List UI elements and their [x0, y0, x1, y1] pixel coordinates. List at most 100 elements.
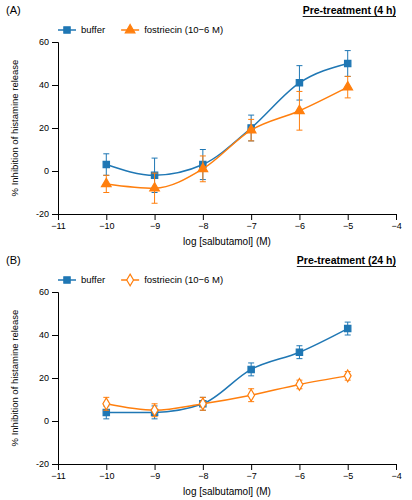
- legend-symbol: [64, 27, 70, 33]
- x-tick-mark: [203, 464, 204, 470]
- data-point: [296, 379, 303, 391]
- error-bar: [248, 363, 254, 376]
- y-tick-label: 40: [39, 80, 49, 90]
- x-tick-mark: [155, 464, 156, 470]
- error-bar: [296, 346, 302, 359]
- title: Pre-treatment (4 h): [303, 4, 396, 16]
- data-point: [150, 183, 160, 191]
- data-point: [295, 105, 305, 113]
- y-tick-mark: [52, 292, 58, 293]
- legend-label: fostriecin (10−6 M): [144, 274, 223, 285]
- data-point: [151, 404, 158, 416]
- y-tick-mark: [52, 42, 58, 43]
- y-tick-label: 20: [39, 123, 49, 133]
- data-point: [344, 370, 351, 382]
- x-tick-mark: [203, 214, 204, 220]
- x-tick-mark: [396, 464, 397, 470]
- y-tick: 60: [39, 37, 58, 47]
- y-tick: 20: [39, 123, 58, 133]
- x-tick-label: −11: [51, 471, 66, 481]
- x-tick: −7: [247, 464, 257, 481]
- x-tick: −6: [295, 214, 305, 231]
- title-underline: [297, 266, 396, 267]
- y-tick: 20: [39, 373, 58, 383]
- x-tick: −11: [51, 214, 66, 231]
- x-tick-mark: [348, 464, 349, 470]
- x-tick-label: −9: [150, 471, 160, 481]
- y-tick-label: 0: [44, 416, 49, 426]
- data-point: [103, 398, 110, 410]
- panel-label: (B): [6, 254, 21, 266]
- x-tick-label: −4: [391, 221, 401, 231]
- legend: buffer fostriecin (10−6 M): [58, 24, 223, 35]
- x-tick-mark: [106, 214, 107, 220]
- data-point: [296, 349, 302, 355]
- x-tick-label: −5: [343, 221, 353, 231]
- y-tick-label: 20: [39, 373, 49, 383]
- error-bar: [103, 154, 109, 176]
- y-axis-title: % Inhibition of histamine release: [9, 60, 20, 197]
- data-point: [343, 82, 353, 90]
- data-point: [198, 163, 208, 171]
- legend-label: buffer: [81, 274, 105, 285]
- x-tick: −8: [198, 464, 208, 481]
- series: [101, 76, 352, 203]
- error-bar: [345, 51, 351, 77]
- data-point: [248, 389, 255, 401]
- series-line: [106, 376, 347, 410]
- x-tick-label: −6: [295, 221, 305, 231]
- y-tick-label: -20: [36, 459, 49, 469]
- legend-symbol: [127, 274, 134, 286]
- y-tick-mark: [52, 378, 58, 379]
- plot-area: [103, 322, 351, 419]
- y-tick: 40: [39, 330, 58, 340]
- legend-item: buffer: [58, 274, 105, 285]
- y-tick-label: -20: [36, 209, 49, 219]
- series-line: [106, 64, 347, 176]
- legend-item: fostriecin (10−6 M): [121, 24, 223, 35]
- y-tick: 40: [39, 80, 58, 90]
- data-point: [345, 325, 351, 331]
- data-point: [246, 125, 256, 133]
- title: Pre-treatment (24 h): [297, 254, 396, 266]
- x-tick-mark: [299, 464, 300, 470]
- legend-label: buffer: [81, 24, 105, 35]
- data-point: [345, 60, 351, 66]
- x-axis: −11−10−9−8−7−6−5−4: [51, 214, 401, 231]
- error-bar: [200, 397, 206, 410]
- x-tick-mark: [106, 464, 107, 470]
- series: [103, 322, 351, 419]
- x-tick-label: −7: [247, 471, 257, 481]
- x-tick-label: −4: [391, 471, 401, 481]
- y-axis: -20 0 20 40 60: [36, 37, 59, 219]
- x-tick: −10: [99, 214, 114, 231]
- error-bar: [200, 397, 206, 410]
- y-tick-mark: [52, 85, 58, 86]
- panel: −11−10−9−8−7−6−5−4-200204060log [salbuta…: [6, 4, 402, 247]
- series: [103, 51, 351, 193]
- panel-label: (A): [6, 4, 21, 16]
- x-tick-label: −10: [99, 221, 114, 231]
- x-axis-title: log [salbutamol] (M): [183, 486, 271, 497]
- y-tick-label: 60: [39, 287, 49, 297]
- error-bar: [248, 389, 254, 402]
- x-axis-line: [59, 215, 397, 221]
- y-tick: 0: [44, 166, 58, 176]
- legend-label: fostriecin (10−6 M): [144, 24, 223, 35]
- x-tick-label: −10: [99, 471, 114, 481]
- y-tick-label: 40: [39, 330, 49, 340]
- data-point: [101, 178, 111, 186]
- x-tick-label: −9: [150, 221, 160, 231]
- panel: −11−10−9−8−7−6−5−4-200204060log [salbuta…: [6, 254, 402, 497]
- x-tick-mark: [299, 214, 300, 220]
- x-tick: −6: [295, 464, 305, 481]
- x-tick: −5: [343, 214, 353, 231]
- y-tick-label: 60: [39, 37, 49, 47]
- data-point: [199, 398, 206, 410]
- x-axis-title: log [salbutamol] (M): [183, 236, 271, 247]
- x-tick: −7: [247, 214, 257, 231]
- title-underline: [303, 16, 396, 17]
- legend-item: fostriecin (10−6 M): [121, 274, 223, 286]
- x-tick-mark: [396, 214, 397, 220]
- x-tick: −9: [150, 214, 160, 231]
